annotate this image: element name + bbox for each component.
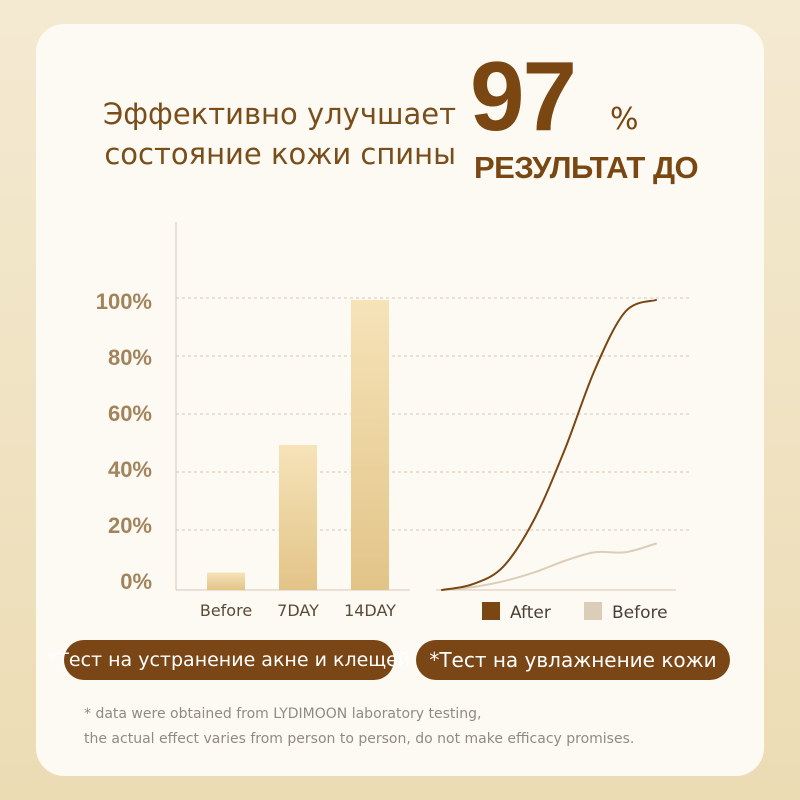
y-tick-label: 0% <box>120 569 152 594</box>
legend-label: After <box>510 603 551 623</box>
x-tick-label: 7DAY <box>277 601 319 620</box>
legend-swatch <box>584 602 602 620</box>
test-acne-badge: *Тест на устранение акне и клещей <box>48 640 410 680</box>
series-line <box>441 299 657 591</box>
series-line <box>441 542 657 591</box>
headline-line-1: Эффективно улучшает <box>103 97 456 131</box>
y-tick-label: 80% <box>108 345 152 370</box>
disclaimer-line-2: the actual effect varies from person to … <box>84 731 635 747</box>
gridlines <box>176 297 690 531</box>
x-tick-label: 14DAY <box>344 601 396 620</box>
legend-label: Before <box>612 603 668 623</box>
legend-swatch <box>482 602 500 620</box>
axis-labels: 100% 80% 60% 40% 20% 0% Before 7DAY 14DAY <box>96 289 396 620</box>
headline-line-2: состояние кожи спины <box>104 137 456 171</box>
bar <box>351 300 389 590</box>
y-tick-label: 40% <box>108 457 152 482</box>
y-tick-label: 60% <box>108 401 152 426</box>
y-tick-label: 20% <box>108 513 152 538</box>
chart-area: 100% 80% 60% 40% 20% 0% Before 7DAY 14DAY After B… <box>96 222 690 623</box>
stat-label: РЕЗУЛЬТАТ ДО <box>474 150 699 185</box>
disclaimer: * data were obtained from LYDIMOON labor… <box>84 702 724 752</box>
bar <box>279 445 317 590</box>
disclaimer-line-1: * data were obtained from LYDIMOON labor… <box>84 706 482 722</box>
bar <box>207 572 245 590</box>
y-tick-label: 100% <box>96 289 152 314</box>
bar-series <box>207 300 389 590</box>
legend: After Before <box>482 602 668 623</box>
stat-value: 97 <box>470 41 577 151</box>
headline: Эффективно улучшает состояние кожи спины <box>56 94 456 174</box>
x-tick-label: Before <box>200 601 252 620</box>
line-series <box>441 299 657 591</box>
axes <box>175 222 676 591</box>
test-moisture-badge: *Тест на увлажнение кожи <box>416 640 730 680</box>
stat-unit: % <box>610 102 639 137</box>
